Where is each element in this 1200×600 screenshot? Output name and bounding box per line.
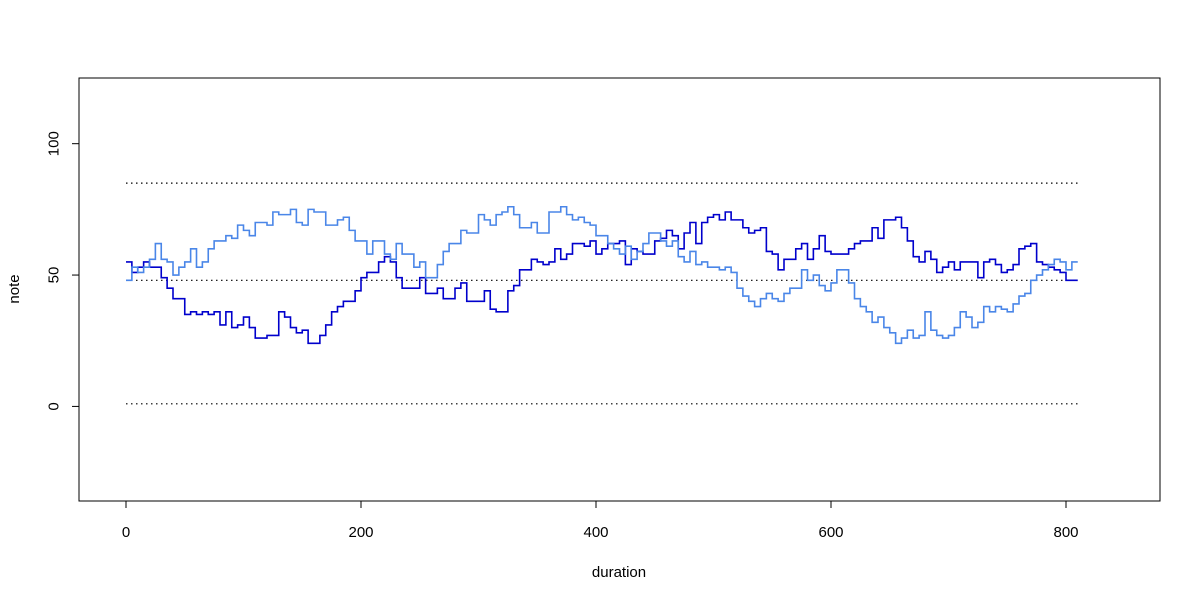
x-tick-label-400: 400: [583, 524, 608, 541]
series-2-step-line: [126, 205, 1078, 345]
x-axis: 0 200 400 600 800: [122, 500, 1079, 541]
x-axis-title: duration: [592, 564, 646, 581]
x-tick-label-0: 0: [122, 524, 130, 541]
y-tick-label-100: 100: [46, 131, 63, 156]
y-axis-title: note: [6, 274, 23, 303]
y-tick-label-50: 50: [46, 267, 63, 284]
y-tick-label-0: 0: [46, 402, 63, 410]
x-tick-label-800: 800: [1053, 524, 1078, 541]
series-layer: [126, 205, 1078, 345]
series-1-step-line: [126, 211, 1078, 345]
x-tick-label-200: 200: [348, 524, 373, 541]
x-tick-label-600: 600: [818, 524, 843, 541]
y-axis: 0 50 100: [46, 131, 80, 411]
reference-lines: [126, 182, 1078, 405]
plot-frame: [78, 77, 1161, 502]
